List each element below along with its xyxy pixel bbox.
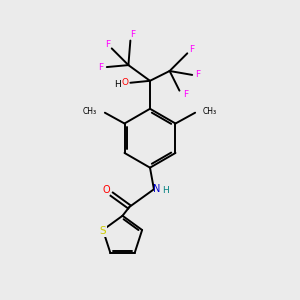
Text: CH₃: CH₃ [203,107,217,116]
Text: F: F [105,40,110,49]
Text: S: S [100,226,106,236]
Text: F: F [189,45,194,54]
Text: CH₃: CH₃ [83,107,97,116]
Text: F: F [183,90,188,99]
Text: F: F [196,70,201,80]
Text: F: F [98,63,104,72]
Text: O: O [103,185,110,195]
Text: N: N [153,184,160,194]
Text: O: O [122,78,128,87]
Text: F: F [130,30,135,39]
Text: H: H [114,80,121,89]
Text: H: H [162,186,169,195]
